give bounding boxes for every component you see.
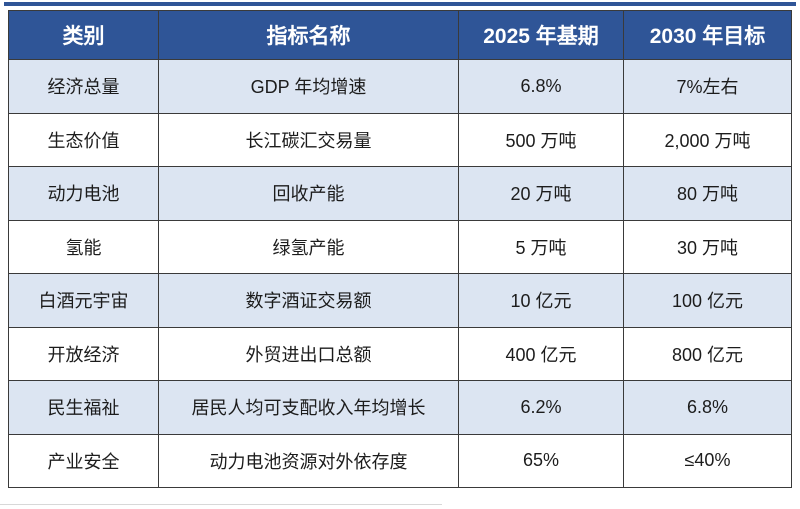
table-row: 产业安全 动力电池资源对外依存度 65% ≤40% <box>8 433 792 488</box>
indicators-table: 类别 指标名称 2025 年基期 2030 年目标 经济总量 GDP 年均增速 … <box>8 10 792 488</box>
cell-category: 经济总量 <box>8 59 159 114</box>
bottom-edge-artifact <box>0 504 442 505</box>
cell-base-2025: 10 亿元 <box>458 273 624 328</box>
cell-indicator: 回收产能 <box>158 166 459 221</box>
cell-category: 氢能 <box>8 219 159 274</box>
cell-category: 动力电池 <box>8 166 159 221</box>
cell-category: 民生福祉 <box>8 380 159 435</box>
cell-target-2030: 100 亿元 <box>623 273 792 328</box>
table-row: 民生福祉 居民人均可支配收入年均增长 6.2% 6.8% <box>8 380 792 435</box>
cell-category: 生态价值 <box>8 112 159 167</box>
cell-category: 产业安全 <box>8 433 159 488</box>
header-row: 类别 指标名称 2025 年基期 2030 年目标 <box>8 10 792 60</box>
header-cell-category: 类别 <box>8 10 159 60</box>
cell-indicator: 动力电池资源对外依存度 <box>158 433 459 488</box>
cell-target-2030: 80 万吨 <box>623 166 792 221</box>
table-row: 开放经济 外贸进出口总额 400 亿元 800 亿元 <box>8 326 792 381</box>
cell-base-2025: 65% <box>458 433 624 488</box>
top-accent-rule <box>4 2 796 6</box>
cell-indicator: 长江碳汇交易量 <box>158 112 459 167</box>
cell-base-2025: 5 万吨 <box>458 219 624 274</box>
cell-base-2025: 6.8% <box>458 59 624 114</box>
cell-base-2025: 20 万吨 <box>458 166 624 221</box>
cell-base-2025: 6.2% <box>458 380 624 435</box>
cell-indicator: 居民人均可支配收入年均增长 <box>158 380 459 435</box>
cell-target-2030: 30 万吨 <box>623 219 792 274</box>
cell-indicator: 数字酒证交易额 <box>158 273 459 328</box>
table-row: 动力电池 回收产能 20 万吨 80 万吨 <box>8 166 792 221</box>
table-row: 生态价值 长江碳汇交易量 500 万吨 2,000 万吨 <box>8 112 792 167</box>
cell-category: 白酒元宇宙 <box>8 273 159 328</box>
cell-category: 开放经济 <box>8 326 159 381</box>
cell-target-2030: ≤40% <box>623 433 792 488</box>
header-cell-base-2025: 2025 年基期 <box>458 10 624 60</box>
header-cell-target-2030: 2030 年目标 <box>623 10 792 60</box>
cell-indicator: GDP 年均增速 <box>158 59 459 114</box>
cell-base-2025: 500 万吨 <box>458 112 624 167</box>
cell-target-2030: 800 亿元 <box>623 326 792 381</box>
cell-indicator: 外贸进出口总额 <box>158 326 459 381</box>
header-cell-indicator: 指标名称 <box>158 10 459 60</box>
cell-indicator: 绿氢产能 <box>158 219 459 274</box>
cell-target-2030: 2,000 万吨 <box>623 112 792 167</box>
table-row: 白酒元宇宙 数字酒证交易额 10 亿元 100 亿元 <box>8 273 792 328</box>
cell-target-2030: 6.8% <box>623 380 792 435</box>
table-row: 氢能 绿氢产能 5 万吨 30 万吨 <box>8 219 792 274</box>
cell-base-2025: 400 亿元 <box>458 326 624 381</box>
cell-target-2030: 7%左右 <box>623 59 792 114</box>
table-row: 经济总量 GDP 年均增速 6.8% 7%左右 <box>8 59 792 114</box>
